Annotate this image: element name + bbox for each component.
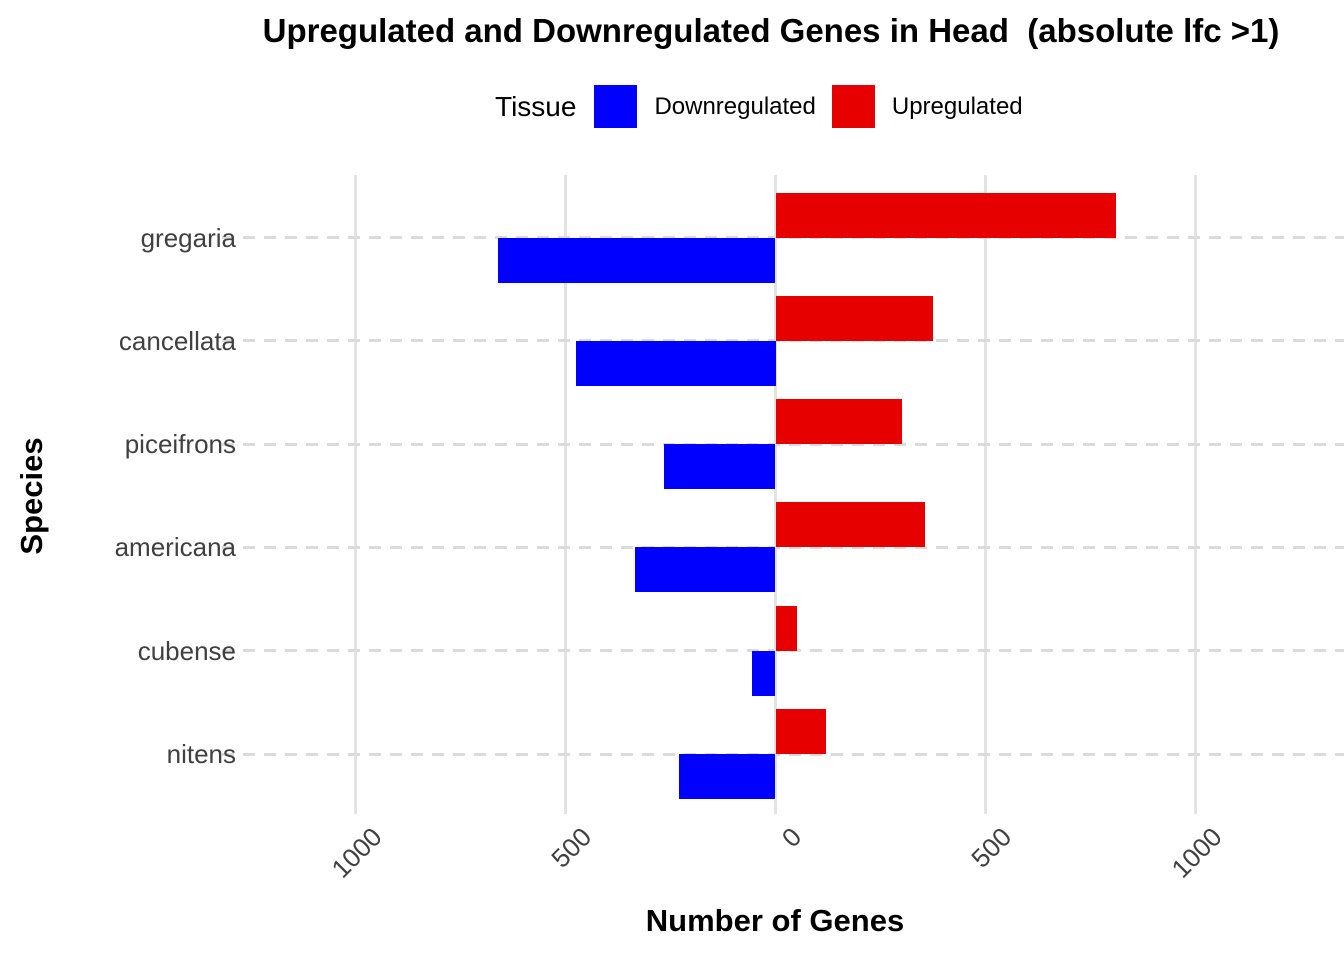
x-gridline	[774, 175, 777, 814]
y-axis-label: nitens	[166, 739, 236, 769]
bar-downregulated-gregaria	[498, 237, 776, 283]
x-tick-label: 0	[775, 821, 808, 854]
x-tick-label: 500	[545, 821, 598, 874]
chart-title: Upregulated and Downregulated Genes in H…	[262, 12, 1280, 49]
legend-label-downregulated: Downregulated	[654, 92, 816, 120]
legend-item-downregulated: Downregulated	[594, 85, 816, 128]
y-axis-title: Species	[14, 437, 49, 555]
y-axis-label: piceifrons	[124, 429, 236, 460]
legend-label-upregulated: Upregulated	[891, 92, 1023, 120]
bar-upregulated-cancellata	[775, 295, 933, 341]
x-tick-label: 1000	[1165, 821, 1228, 884]
bar-downregulated-cubense	[752, 650, 776, 696]
x-gridline	[354, 175, 357, 814]
y-gridline	[222, 752, 1344, 756]
x-tick-label: 1000	[325, 821, 388, 884]
y-gridline	[222, 545, 1344, 549]
bar-upregulated-gregaria	[775, 192, 1116, 238]
legend-title: Tissue	[495, 90, 577, 122]
x-axis-title: Number of Genes	[645, 903, 905, 938]
x-gridline	[564, 175, 567, 814]
y-axis-label: americana	[114, 532, 236, 563]
y-gridline	[222, 236, 1344, 239]
y-gridline	[222, 442, 1344, 446]
bar-upregulated-americana	[775, 502, 925, 548]
legend: Tissue Downregulated Upregulated	[495, 84, 1023, 129]
y-gridline	[222, 649, 1344, 653]
bar-downregulated-nitens	[678, 754, 776, 799]
x-gridline	[1194, 175, 1197, 814]
x-tick-label: 500	[965, 821, 1018, 874]
upregulated-swatch-icon	[831, 85, 875, 128]
x-gridline	[984, 175, 987, 814]
legend-item-upregulated: Upregulated	[831, 85, 1023, 128]
bar-downregulated-piceifrons	[664, 444, 776, 490]
y-gridline	[222, 339, 1344, 343]
bar-downregulated-cancellata	[576, 340, 776, 386]
bar-downregulated-americana	[634, 547, 776, 593]
bar-upregulated-piceifrons	[775, 399, 902, 445]
downregulated-swatch-icon	[594, 85, 638, 128]
y-axis-label: gregaria	[140, 222, 236, 253]
y-axis-label: cubense	[137, 635, 236, 666]
bar-upregulated-nitens	[775, 709, 826, 754]
y-axis-label: cancellata	[118, 325, 236, 356]
bar-upregulated-cubense	[775, 605, 797, 651]
